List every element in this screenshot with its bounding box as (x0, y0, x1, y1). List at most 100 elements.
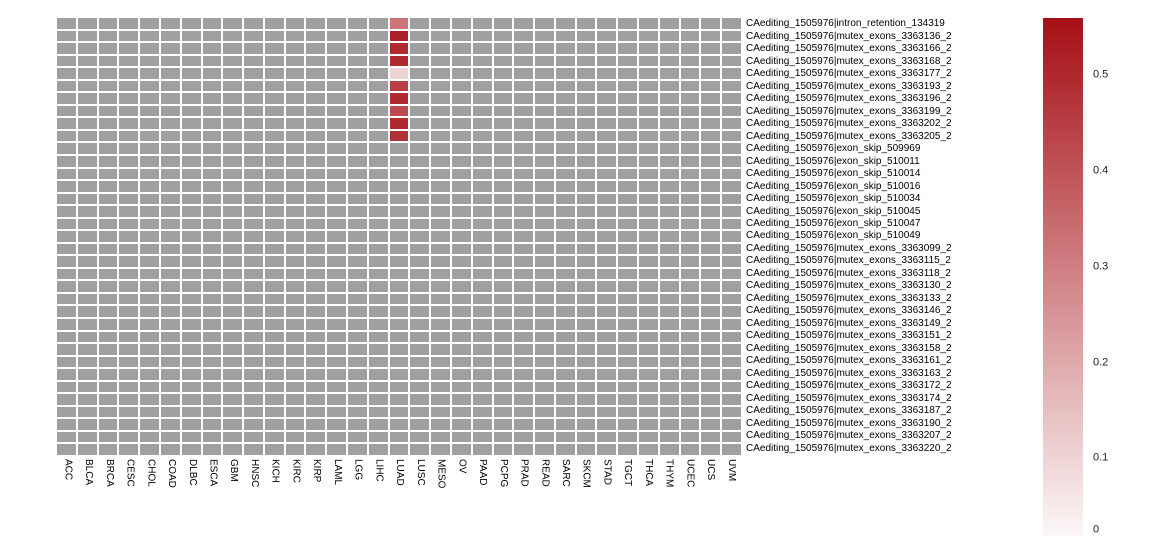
heatmap-cell (140, 105, 159, 117)
heatmap-cell (57, 143, 76, 154)
heatmap-cell (181, 293, 201, 305)
heatmap-cell (202, 381, 222, 393)
heatmap-cell (618, 231, 638, 242)
heatmap-cell (348, 281, 367, 292)
heatmap-cell (140, 181, 159, 192)
heatmap-cell (722, 231, 741, 242)
row-label: CAediting_1505976|mutex_exons_3363220_2 (746, 442, 952, 454)
heatmap-cell (472, 381, 492, 393)
heatmap-cell (451, 319, 471, 330)
heatmap-cell (327, 193, 347, 205)
heatmap-cell (535, 356, 554, 368)
column-label: SARC (559, 459, 571, 487)
heatmap-cell (244, 281, 263, 292)
heatmap-cell (597, 118, 617, 129)
heatmap-cell (285, 93, 305, 104)
heatmap-cell (659, 18, 679, 29)
heatmap-cell (57, 68, 76, 79)
heatmap-cell (57, 130, 76, 142)
heatmap-cell (327, 206, 347, 217)
column-label: ACC (62, 459, 74, 481)
heatmap-cell (119, 356, 139, 368)
heatmap-cell (639, 231, 658, 242)
heatmap-cell (451, 105, 471, 117)
heatmap-cell (244, 105, 263, 117)
heatmap-cell (493, 155, 513, 167)
heatmap-cell (348, 356, 367, 368)
heatmap-cell (77, 130, 97, 142)
heatmap-cell (119, 306, 139, 318)
heatmap-cell (618, 55, 638, 67)
heatmap-cell (285, 369, 305, 380)
heatmap-cell (140, 268, 159, 280)
heatmap-cell (119, 105, 139, 117)
heatmap-cell (306, 344, 326, 355)
heatmap-cell (119, 394, 139, 405)
heatmap-cell (618, 143, 638, 154)
heatmap-cell (493, 168, 513, 180)
heatmap-cell (77, 293, 97, 305)
heatmap-cell (348, 18, 367, 29)
heatmap-cell (576, 331, 596, 343)
heatmap-cell (244, 344, 263, 355)
heatmap-cell (348, 406, 367, 418)
column-label: KIRC (290, 459, 302, 483)
heatmap-cell (701, 30, 721, 42)
heatmap-cell (597, 80, 617, 92)
row-label: CAediting_1505976|mutex_exons_3363172_2 (746, 380, 952, 392)
heatmap-cell (431, 155, 450, 167)
heatmap-cell (389, 193, 409, 205)
heatmap-cell (722, 444, 741, 455)
heatmap-cell (555, 30, 575, 42)
heatmap-cell (555, 356, 575, 368)
heatmap-cell (680, 168, 700, 180)
heatmap-cell (223, 155, 243, 167)
heatmap-cell (493, 331, 513, 343)
heatmap-cell (680, 181, 700, 192)
heatmap-cell (140, 356, 159, 368)
heatmap-cell (223, 30, 243, 42)
heatmap-cell (451, 193, 471, 205)
row-label: CAediting_1505976|exon_skip_510047 (746, 217, 921, 229)
heatmap-cell (119, 80, 139, 92)
heatmap-cell (181, 206, 201, 217)
heatmap-cell (181, 319, 201, 330)
heatmap-cell (639, 431, 658, 443)
heatmap-cell (431, 105, 450, 117)
heatmap-cell (223, 381, 243, 393)
heatmap-cell (244, 319, 263, 330)
heatmap-cell (555, 181, 575, 192)
heatmap-cell (181, 431, 201, 443)
heatmap-cell (597, 431, 617, 443)
heatmap-cell (98, 394, 118, 405)
heatmap-cell (327, 344, 347, 355)
heatmap-cell (659, 356, 679, 368)
heatmap-cell (285, 406, 305, 418)
heatmap-cell (514, 55, 534, 67)
heatmap-cell (181, 281, 201, 292)
heatmap-cell (181, 143, 201, 154)
column-label: LAML (331, 459, 343, 486)
heatmap-cell (77, 344, 97, 355)
heatmap-cell (202, 356, 222, 368)
heatmap-cell (348, 231, 367, 242)
heatmap-cell (722, 406, 741, 418)
heatmap-cell (223, 43, 243, 54)
heatmap-cell (160, 105, 180, 117)
heatmap-cell (98, 406, 118, 418)
colorbar-tick-label: 0 (1093, 523, 1100, 536)
heatmap-cell (535, 155, 554, 167)
heatmap-cell (368, 93, 388, 104)
heatmap-cell (555, 381, 575, 393)
heatmap-cell (493, 406, 513, 418)
heatmap-cell (659, 181, 679, 192)
heatmap-cell (618, 168, 638, 180)
heatmap-cell (431, 231, 450, 242)
heatmap-cell (57, 55, 76, 67)
heatmap-cell (576, 68, 596, 79)
heatmap-cell (493, 181, 513, 192)
heatmap-cell (98, 293, 118, 305)
heatmap-cell (576, 381, 596, 393)
heatmap-cell (140, 406, 159, 418)
heatmap-cell (77, 331, 97, 343)
